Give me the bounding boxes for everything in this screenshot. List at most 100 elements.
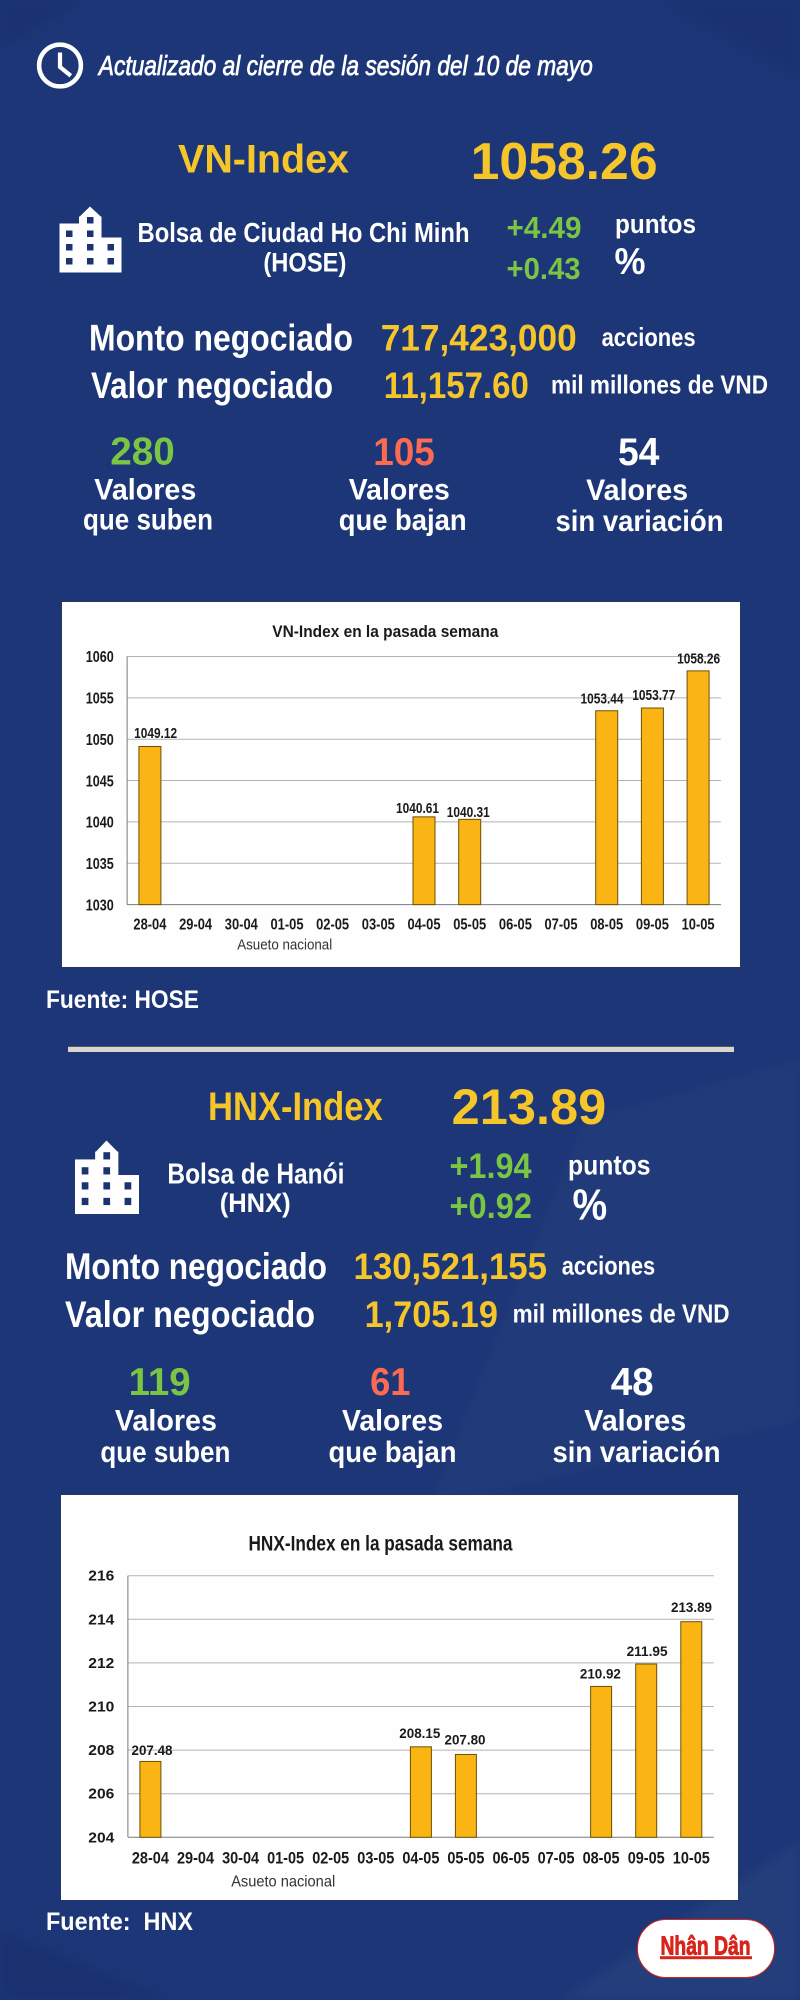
svg-text:03-05: 03-05 (357, 1849, 394, 1868)
svg-text:03-05: 03-05 (362, 917, 395, 934)
svg-text:+4.49: +4.49 (507, 210, 582, 245)
svg-text:119: 119 (129, 1361, 191, 1404)
svg-text:Fuente: HOSE: Fuente: HOSE (46, 986, 199, 1014)
svg-text:214: 214 (88, 1611, 115, 1628)
svg-text:1035: 1035 (86, 856, 114, 873)
svg-text:puntos: puntos (568, 1149, 651, 1180)
svg-text:sin variación: sin variación (556, 505, 724, 538)
svg-text:que bajan: que bajan (329, 1436, 457, 1469)
svg-text:1,705.19: 1,705.19 (365, 1294, 498, 1335)
svg-text:07-05: 07-05 (538, 1849, 575, 1868)
svg-text:Valores: Valores (349, 473, 450, 506)
svg-text:08-05: 08-05 (583, 1849, 620, 1868)
svg-text:212: 212 (88, 1655, 114, 1672)
svg-text:1053.77: 1053.77 (632, 687, 675, 704)
svg-text:1030: 1030 (86, 897, 114, 914)
svg-text:que suben: que suben (100, 1436, 230, 1469)
svg-text:105: 105 (373, 431, 435, 474)
svg-text:09-05: 09-05 (628, 1849, 665, 1868)
svg-text:30-04: 30-04 (222, 1849, 259, 1868)
svg-text:213.89: 213.89 (452, 1079, 607, 1135)
svg-text:VN-Index en la pasada semana: VN-Index en la pasada semana (272, 622, 498, 641)
svg-text:1045: 1045 (86, 773, 114, 790)
svg-text:210: 210 (88, 1699, 114, 1716)
svg-text:29-04: 29-04 (179, 917, 212, 934)
svg-text:HNX-Index: HNX-Index (208, 1085, 383, 1129)
svg-text:1040.61: 1040.61 (396, 800, 439, 817)
svg-text:04-05: 04-05 (408, 917, 441, 934)
svg-text:acciones: acciones (562, 1250, 656, 1280)
svg-text:11,157.60: 11,157.60 (384, 365, 529, 406)
svg-text:05-05: 05-05 (447, 1849, 484, 1868)
svg-text:207.48: 207.48 (132, 1742, 173, 1758)
svg-text:210.92: 210.92 (580, 1666, 621, 1682)
svg-text:+0.43: +0.43 (507, 251, 581, 286)
svg-text:54: 54 (618, 431, 660, 474)
svg-text:1055: 1055 (86, 691, 114, 708)
svg-text:1049.12: 1049.12 (134, 725, 177, 742)
svg-text:208: 208 (88, 1742, 114, 1759)
svg-text:28-04: 28-04 (133, 917, 166, 934)
svg-text:48: 48 (611, 1361, 654, 1404)
svg-text:208.15: 208.15 (399, 1725, 440, 1741)
svg-text:acciones: acciones (602, 322, 696, 352)
svg-text:07-05: 07-05 (545, 917, 578, 934)
svg-text:1040: 1040 (86, 815, 114, 832)
svg-text:1053.44: 1053.44 (581, 691, 625, 708)
svg-text:01-05: 01-05 (271, 917, 304, 934)
svg-text:Valores: Valores (115, 1405, 217, 1438)
svg-text:Valores: Valores (342, 1405, 443, 1438)
svg-text:1050: 1050 (86, 732, 114, 749)
svg-text:08-05: 08-05 (590, 917, 623, 934)
svg-text:216: 216 (88, 1568, 114, 1585)
svg-text:sin variación: sin variación (553, 1436, 721, 1469)
svg-text:Monto negociado: Monto negociado (89, 318, 353, 359)
svg-text:130,521,155: 130,521,155 (354, 1246, 548, 1287)
svg-text:01-05: 01-05 (267, 1849, 304, 1868)
svg-text:VN-Index: VN-Index (178, 138, 349, 182)
svg-text:Actualizado al cierre de la se: Actualizado al cierre de la sesión del 1… (97, 50, 593, 81)
svg-text:206: 206 (88, 1786, 114, 1803)
svg-text:+0.92: +0.92 (450, 1187, 533, 1226)
svg-text:09-05: 09-05 (636, 917, 669, 934)
svg-text:1058.26: 1058.26 (677, 651, 720, 668)
svg-text:%: % (573, 1180, 608, 1229)
svg-text:Asueto nacional: Asueto nacional (231, 1874, 335, 1891)
svg-text:10-05: 10-05 (682, 917, 715, 934)
svg-text:02-05: 02-05 (316, 917, 349, 934)
svg-text:30-04: 30-04 (225, 917, 258, 934)
svg-text:1040.31: 1040.31 (447, 804, 490, 821)
svg-text:mil millones de VND: mil millones de VND (551, 369, 768, 399)
svg-text:1058.26: 1058.26 (471, 133, 658, 191)
svg-text:Valor negociado: Valor negociado (65, 1294, 315, 1335)
svg-text:%: % (615, 241, 646, 282)
svg-text:que bajan: que bajan (339, 504, 467, 537)
svg-text:(HNX): (HNX) (220, 1188, 291, 1218)
svg-text:02-05: 02-05 (312, 1849, 349, 1868)
svg-text:28-04: 28-04 (132, 1849, 169, 1868)
svg-text:05-05: 05-05 (453, 917, 486, 934)
svg-text:Nhân Dân: Nhân Dân (661, 1930, 751, 1960)
svg-text:mil millones de VND: mil millones de VND (513, 1298, 730, 1328)
svg-text:Valores: Valores (584, 1405, 686, 1438)
svg-text:204: 204 (88, 1829, 115, 1846)
svg-text:puntos: puntos (615, 209, 696, 239)
svg-text:61: 61 (370, 1361, 410, 1404)
svg-text:280: 280 (110, 431, 175, 474)
svg-text:06-05: 06-05 (499, 917, 532, 934)
svg-text:+1.94: +1.94 (450, 1147, 532, 1186)
svg-text:Bolsa de Ciudad Ho Chi Minh: Bolsa de Ciudad Ho Chi Minh (138, 217, 470, 248)
svg-text:Asueto nacional: Asueto nacional (237, 937, 332, 954)
svg-text:06-05: 06-05 (493, 1849, 530, 1868)
svg-text:717,423,000: 717,423,000 (381, 318, 577, 359)
svg-text:Valores: Valores (94, 474, 196, 507)
svg-text:04-05: 04-05 (402, 1849, 439, 1868)
svg-text:29-04: 29-04 (177, 1849, 214, 1868)
svg-text:10-05: 10-05 (673, 1849, 710, 1868)
svg-text:213.89: 213.89 (671, 1599, 712, 1615)
svg-text:207.80: 207.80 (445, 1732, 486, 1748)
svg-text:Valores: Valores (586, 474, 688, 507)
svg-text:HNX-Index en la pasada semana: HNX-Index en la pasada semana (249, 1533, 513, 1556)
svg-text:Bolsa de Hanói: Bolsa de Hanói (167, 1159, 344, 1191)
svg-text:que suben: que suben (83, 504, 213, 537)
